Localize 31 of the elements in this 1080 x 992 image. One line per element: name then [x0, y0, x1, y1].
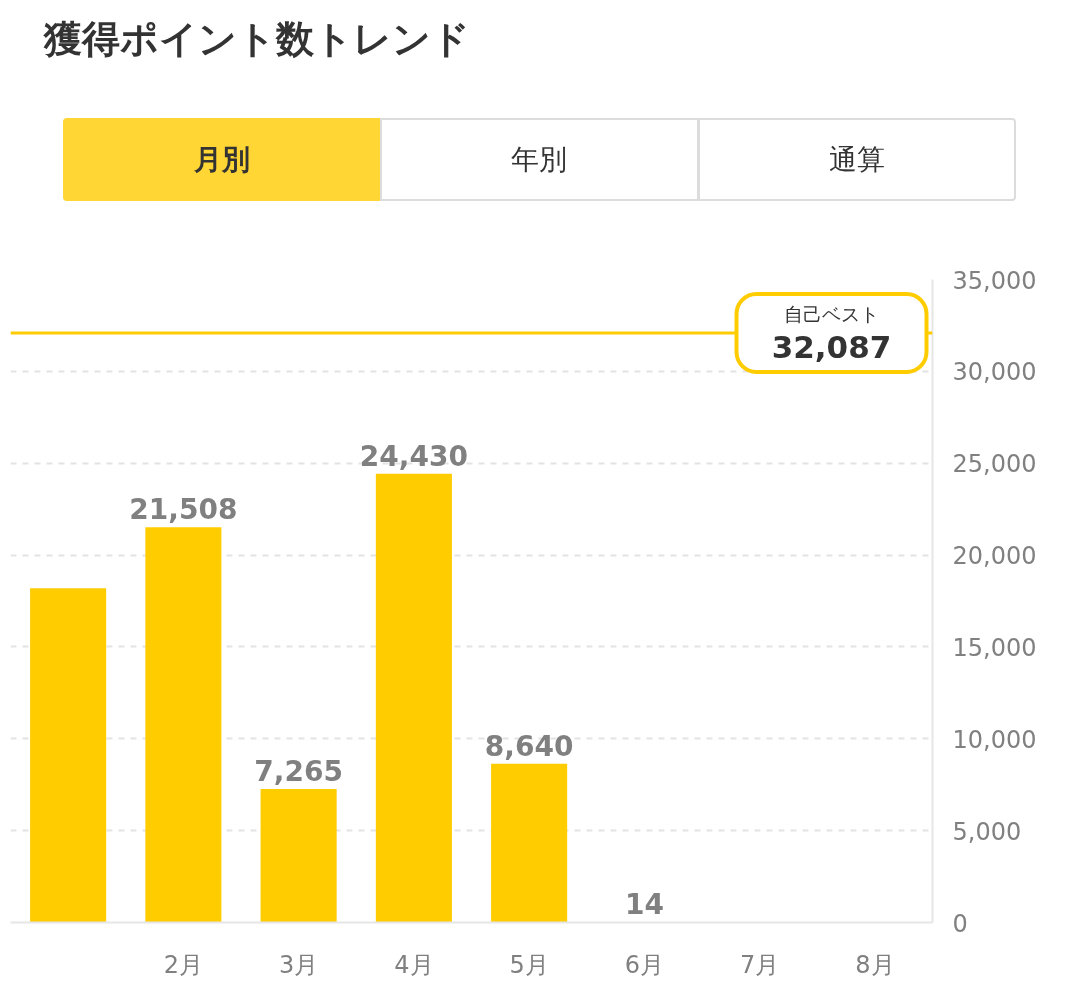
ref-line-label: 自己ベスト — [784, 303, 879, 326]
x-tick-label: 6月 — [624, 950, 665, 979]
y-tick-label: 35,000 — [952, 266, 1037, 295]
y-tick-label: 10,000 — [952, 725, 1037, 754]
bar — [30, 588, 107, 923]
text: 通算 — [697, 118, 1016, 201]
x-tick-label: 4月 — [394, 950, 434, 979]
y-tick-label: 30,000 — [952, 358, 1037, 387]
data-label: 21,508 — [129, 493, 238, 527]
y-tick-label: 25,000 — [952, 450, 1037, 479]
x-tick-label: 7月 — [739, 950, 780, 979]
data-label: 7,265 — [254, 755, 343, 789]
bar — [145, 527, 222, 923]
data-label: 8,640 — [484, 729, 574, 763]
y-tick-label: 20,000 — [952, 542, 1037, 571]
y-tick-label: 0 — [952, 909, 968, 938]
data-label: 24,430 — [359, 439, 468, 473]
x-tick-label: 3月 — [278, 950, 319, 979]
data-label: 14 — [624, 888, 664, 922]
text: 月別 — [63, 118, 382, 201]
annotation: 32,087 — [771, 329, 892, 366]
bar — [260, 789, 337, 923]
bar — [491, 763, 568, 923]
text: 年別 — [380, 118, 699, 201]
y-tick-label: 15,000 — [952, 633, 1037, 662]
x-tick-label: 5月 — [509, 950, 549, 979]
chart-title: 獲得ポイント数トレンド — [44, 16, 470, 63]
bar — [375, 473, 452, 923]
x-tick-label: 8月 — [855, 950, 895, 979]
x-tick-label: 2月 — [163, 950, 204, 979]
y-tick-label: 5,000 — [952, 817, 1022, 846]
